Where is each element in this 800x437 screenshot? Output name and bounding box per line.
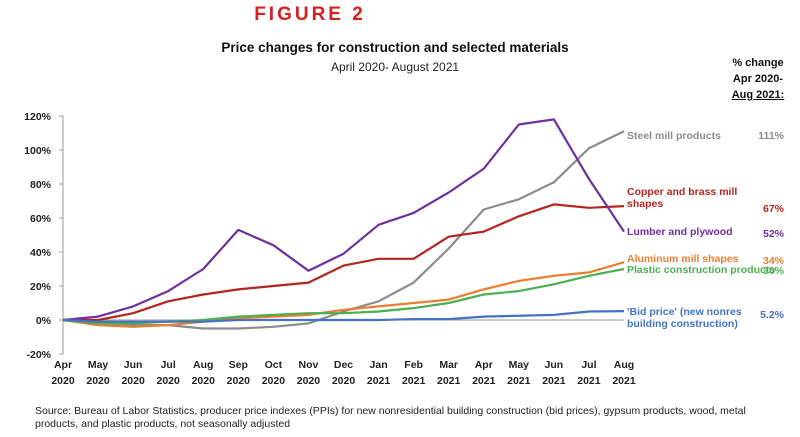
- x-tick-label: Dec 2020: [332, 359, 356, 387]
- x-tick-label: Feb 2021: [402, 359, 426, 387]
- x-tick-label: Nov 2020: [297, 359, 321, 387]
- x-tick-label: Jul 2021: [577, 359, 601, 387]
- x-tick-label: Mar 2021: [437, 359, 461, 387]
- change-header-1: % change: [732, 57, 784, 69]
- series-line: [62, 118, 625, 322]
- x-tick-label: Oct 2020: [262, 359, 286, 387]
- change-label: 34%: [762, 255, 784, 267]
- series-line: [63, 203, 625, 322]
- x-tick-label: Jan 2021: [367, 359, 391, 387]
- x-tick-label: May 2021: [507, 359, 531, 387]
- chart-title: Price changes for construction and selec…: [221, 40, 569, 55]
- x-tick-label: Jul 2020: [157, 359, 181, 387]
- change-header-2: Apr 2020-: [732, 73, 784, 85]
- y-tick-label: 60%: [30, 213, 52, 225]
- series-line: [62, 310, 625, 323]
- series-line: [62, 261, 625, 328]
- y-tick-label: 20%: [30, 281, 52, 293]
- change-label: 111%: [758, 130, 784, 142]
- y-tick-label: 100%: [24, 145, 52, 157]
- chart-subtitle: April 2020- August 2021: [330, 60, 460, 74]
- x-tick-label: Aug 2021: [612, 359, 636, 387]
- y-tick-label: 0%: [36, 315, 52, 327]
- x-tick-label: Sep 2020: [227, 359, 251, 387]
- series-label: 'Bid price' (new nonres building constru…: [627, 306, 742, 330]
- y-tick-label: 120%: [24, 111, 52, 123]
- series-label: Lumber and plywood: [627, 226, 733, 238]
- series-label: Plastic construction products: [627, 264, 776, 276]
- change-label: 67%: [762, 203, 784, 215]
- figure-label: FIGURE 2: [254, 4, 366, 25]
- series-label: Aluminum mill shapes: [627, 253, 739, 265]
- x-tick-label: Apr 2021: [472, 359, 496, 387]
- series-label: Steel mill products: [627, 130, 721, 142]
- source-note: Source: Bureau of Labor Statistics, prod…: [35, 405, 746, 430]
- series-label: Copper and brass mill shapes: [627, 186, 738, 210]
- y-tick-label: 40%: [30, 247, 52, 259]
- change-label: 30%: [762, 265, 784, 277]
- x-tick-label: Aug 2020: [192, 359, 216, 387]
- y-tick-label: -20%: [26, 349, 51, 361]
- x-tick-label: May 2020: [86, 359, 110, 387]
- change-label: 52%: [762, 228, 784, 240]
- series-line: [62, 130, 625, 330]
- x-tick-label: Jun 2020: [121, 359, 145, 387]
- x-tick-label: Jun 2021: [542, 359, 566, 387]
- change-label: 5.2%: [760, 309, 784, 321]
- y-tick-label: 80%: [30, 179, 52, 191]
- change-header-3: Aug 2021:: [731, 89, 785, 101]
- x-tick-label: Apr 2020: [51, 359, 75, 387]
